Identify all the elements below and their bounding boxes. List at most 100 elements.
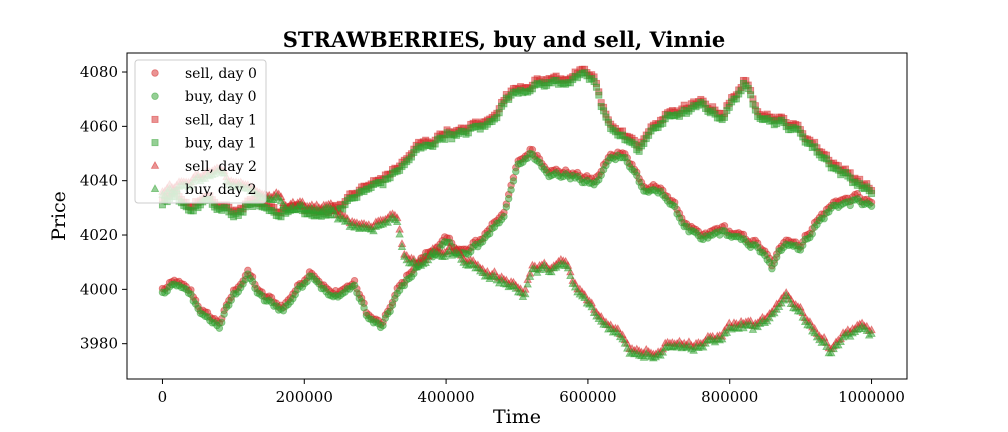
plot-frame: [126, 52, 908, 380]
x-tick-label: 1000000: [838, 388, 905, 406]
data-point: [187, 290, 195, 298]
data-point: [328, 205, 338, 214]
data-point: [819, 337, 829, 346]
data-point: [796, 306, 805, 315]
data-point: [343, 216, 352, 225]
x-tick-label: 0: [158, 388, 168, 406]
data-point: [360, 304, 368, 312]
legend-item: sell, day 0: [151, 66, 257, 82]
legend-item: buy, day 0: [151, 89, 257, 105]
y-tick-label: 4080: [80, 63, 118, 81]
data-point: [620, 338, 630, 347]
data-point: [523, 279, 532, 288]
data-point: [395, 229, 404, 238]
data-point: [808, 230, 816, 238]
y-tick-label: 4040: [80, 172, 118, 190]
legend-box: [134, 59, 267, 204]
data-point: [744, 85, 752, 93]
y-tick-label: 4020: [80, 226, 118, 244]
legend-label: buy, day 2: [185, 182, 257, 198]
data-point: [600, 107, 608, 115]
data-point: [587, 302, 596, 311]
data-point: [350, 281, 359, 289]
series-buy-day-0: [158, 149, 876, 332]
data-point: [248, 277, 257, 286]
data-point: [547, 267, 556, 276]
data-point: [595, 91, 603, 99]
data-point: [765, 313, 774, 322]
legend-item: sell, day 2: [150, 159, 257, 175]
legend-marker: [151, 115, 159, 123]
legend-label: sell, day 2: [185, 159, 257, 175]
data-point: [671, 202, 679, 211]
data-point: [563, 263, 573, 272]
data-point: [379, 321, 387, 330]
data-point: [826, 348, 836, 357]
legend-marker: [150, 160, 160, 169]
data-point: [737, 87, 745, 95]
y-axis: 3980 4000 4020 4040 4060 4080: [80, 63, 127, 353]
legend: sell, day 0 buy, day 0 sell, day 1 buy, day…: [134, 59, 267, 204]
data-point: [867, 329, 876, 337]
legend-label: sell, day 0: [185, 66, 257, 82]
legend-label: sell, day 1: [185, 112, 257, 128]
data-point: [512, 167, 520, 176]
x-axis-label: Time: [493, 406, 541, 428]
data-point: [658, 347, 668, 356]
x-tick-label: 400000: [417, 388, 474, 406]
legend-label: buy, day 0: [185, 89, 257, 105]
data-point: [227, 296, 235, 304]
data-point: [423, 255, 433, 264]
data-point: [504, 194, 513, 203]
data-point: [495, 109, 503, 117]
legend-marker: [150, 184, 160, 193]
data-point: [749, 100, 757, 108]
data-point: [521, 289, 530, 298]
chart-title: STRAWBERRIES, buy and sell, Vinnie: [283, 27, 725, 52]
y-axis-label: Price: [48, 191, 70, 241]
data-point: [590, 78, 598, 86]
legend-label: buy, day 1: [185, 136, 257, 152]
data-point: [751, 106, 759, 114]
data-point: [218, 318, 226, 327]
data-point: [220, 310, 228, 318]
data-point: [392, 217, 402, 225]
data-point: [868, 189, 876, 197]
data-point: [580, 293, 589, 302]
data-point: [721, 113, 729, 121]
legend-marker: [151, 92, 159, 100]
y-tick-label: 4000: [80, 280, 118, 298]
data-point: [772, 253, 781, 261]
data-point: [633, 171, 641, 180]
data-point: [604, 118, 612, 126]
data-point: [805, 320, 815, 329]
data-point: [698, 342, 708, 351]
data-point: [623, 343, 632, 352]
legend-marker: [151, 139, 159, 147]
data-point: [836, 337, 845, 346]
data-point: [454, 250, 464, 258]
x-tick-label: 600000: [559, 388, 616, 406]
y-tick-label: 3980: [80, 335, 118, 353]
data-point: [867, 202, 876, 210]
data-point: [502, 203, 511, 211]
legend-item: sell, day 1: [151, 112, 257, 128]
data-point: [410, 269, 418, 278]
data-point: [746, 320, 755, 328]
data-point: [369, 226, 378, 235]
data-point: [525, 272, 535, 280]
data-point: [409, 257, 419, 265]
data-point: [386, 307, 394, 316]
x-tick-label: 800000: [701, 388, 758, 406]
legend-item: buy, day 2: [150, 182, 257, 198]
data-point: [717, 334, 727, 343]
data-point: [397, 242, 407, 250]
legend-item: buy, day 1: [151, 136, 257, 152]
x-axis: 0 200000 400000 600000 800000 1000000: [158, 379, 905, 406]
y-tick-label: 4060: [80, 117, 118, 135]
data-point: [500, 212, 508, 221]
legend-marker: [151, 69, 159, 77]
data-point: [570, 282, 580, 291]
x-tick-label: 200000: [276, 388, 333, 406]
